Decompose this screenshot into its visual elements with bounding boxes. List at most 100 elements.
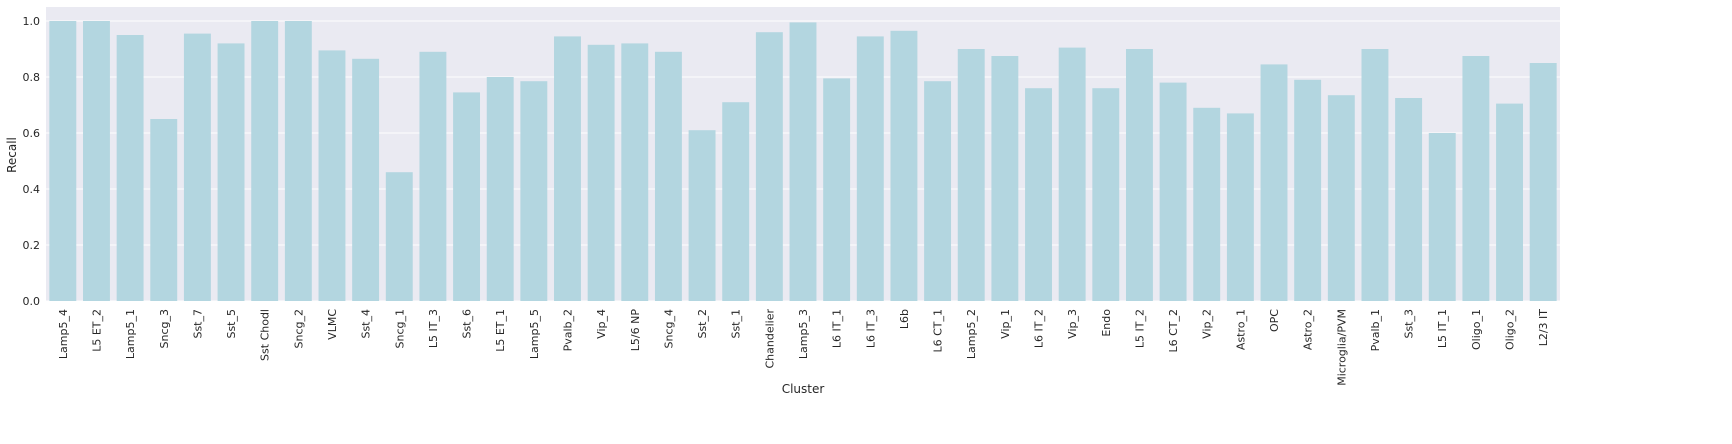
x-tick-label: Vip_2: [1201, 309, 1214, 339]
x-tick-label: Microglia/PVM: [1335, 309, 1348, 386]
y-tick-label: 0.0: [23, 295, 41, 308]
x-tick-label: L6 IT_2: [1033, 309, 1046, 348]
bar: [1327, 95, 1355, 301]
x-tick-label: Lamp5_3: [797, 309, 810, 359]
bar: [1496, 103, 1523, 301]
bar: [183, 33, 211, 301]
bar: [1395, 98, 1423, 301]
x-tick-label: L5 IT_1: [1436, 309, 1449, 348]
bar: [554, 36, 581, 302]
x-tick-label: L6 CT_1: [932, 309, 945, 353]
x-tick-label: Sncg_2: [292, 309, 305, 348]
bar: [1193, 107, 1221, 301]
y-tick-label: 0.4: [23, 183, 41, 196]
bar: [150, 119, 178, 301]
y-tick-labels: 0.0 0.2 0.4 0.6 0.8 1.0: [23, 15, 41, 308]
y-tick-label: 0.6: [23, 127, 41, 140]
x-axis-label: Cluster: [782, 382, 825, 396]
bar: [688, 130, 716, 301]
bar: [1125, 49, 1153, 301]
bar: [924, 81, 952, 301]
bar: [1260, 64, 1288, 302]
bar: [251, 21, 279, 301]
x-tick-label: Sst_1: [730, 309, 743, 339]
bar: [486, 77, 514, 301]
y-tick-label: 0.2: [23, 239, 41, 252]
x-tick-label: Oligo_2: [1504, 309, 1517, 350]
bars: [49, 21, 1557, 302]
x-tick-label: Vip_4: [595, 309, 608, 339]
x-tick-label: L2/3 IT: [1537, 309, 1550, 347]
bar: [722, 102, 750, 301]
x-tick-label: Vip_1: [999, 309, 1012, 339]
bar: [1226, 113, 1254, 302]
x-tick-label: Sst Chodl: [259, 309, 272, 361]
x-tick-label: Sncg_3: [158, 309, 171, 348]
x-tick-label: Sst_5: [225, 309, 238, 339]
x-tick-label: Sst_4: [360, 309, 373, 339]
bar: [385, 172, 413, 301]
y-tick-label: 1.0: [23, 15, 41, 28]
bar: [1294, 79, 1322, 301]
x-tick-label: Lamp5_2: [965, 309, 978, 359]
x-tick-label: L5/6 NP: [629, 309, 642, 352]
x-tick-label: Sncg_4: [662, 309, 675, 348]
bar: [856, 36, 884, 302]
bar: [1428, 133, 1456, 301]
x-tick-labels: Lamp5_4 L5 ET_2 Lamp5_1 Sncg_3 Sst_7 Sst_5 Sst…: [57, 309, 1550, 386]
bar: [352, 58, 380, 301]
bar: [116, 35, 144, 301]
bar: [789, 22, 817, 302]
y-axis-label: Recall: [5, 137, 19, 173]
x-tick-label: L6 IT_1: [831, 309, 844, 348]
bar: [1058, 47, 1086, 301]
x-tick-label: L5 ET_1: [494, 309, 507, 352]
bar: [83, 21, 110, 301]
bar: [755, 32, 783, 301]
bar: [1462, 56, 1490, 301]
x-tick-label: Pvalb_1: [1369, 309, 1382, 351]
bar: [1529, 63, 1557, 301]
x-tick-label: L5 IT_2: [1133, 309, 1146, 348]
x-tick-label: Vip_3: [1066, 309, 1079, 339]
bar: [318, 50, 346, 302]
x-tick-label: Sncg_1: [393, 309, 406, 348]
x-tick-label: OPC: [1268, 309, 1281, 332]
x-tick-label: L6b: [898, 309, 911, 329]
bar: [453, 92, 481, 302]
bar: [587, 44, 615, 302]
x-tick-label: VLMC: [326, 309, 339, 340]
bar: [1092, 88, 1120, 301]
bar: [654, 51, 682, 301]
x-tick-label: Oligo_1: [1470, 309, 1483, 350]
bar: [890, 30, 918, 302]
x-tick-label: Sst_6: [461, 309, 474, 339]
bar: [1361, 49, 1389, 301]
bar: [49, 21, 77, 301]
bar: [1159, 82, 1187, 301]
y-tick-label: 0.8: [23, 71, 41, 84]
bar: [1025, 88, 1052, 301]
x-tick-label: L6 IT_3: [864, 309, 877, 348]
x-tick-label: Endo: [1100, 309, 1113, 337]
bar: [957, 49, 985, 301]
x-tick-label: Pvalb_2: [561, 309, 574, 351]
x-tick-label: Lamp5_4: [57, 309, 70, 359]
x-tick-label: L5 IT_3: [427, 309, 440, 348]
bar: [217, 43, 245, 302]
x-tick-label: Lamp5_5: [528, 309, 541, 359]
bar: [621, 43, 649, 302]
x-tick-label: Sst_7: [191, 309, 204, 339]
bar: [823, 78, 851, 302]
x-tick-label: Sst_3: [1403, 309, 1416, 339]
bar: [284, 21, 312, 301]
x-tick-label: Sst_2: [696, 309, 709, 339]
x-tick-label: Astro_2: [1302, 309, 1315, 350]
x-tick-label: L5 ET_2: [90, 309, 103, 352]
x-tick-label: Astro_1: [1234, 309, 1247, 350]
bar: [419, 51, 447, 301]
bar: [991, 56, 1019, 301]
x-tick-label: Lamp5_1: [124, 309, 137, 359]
bar: [520, 81, 548, 301]
